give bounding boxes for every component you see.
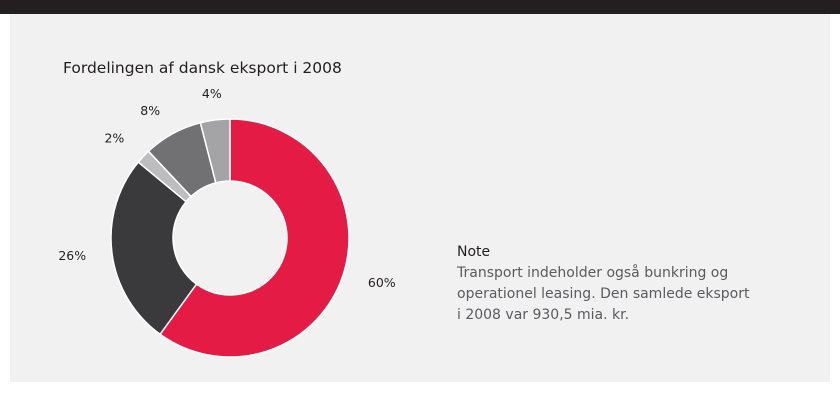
chart-title: Fordelingen af dansk eksport i 2008 <box>63 59 342 77</box>
slice-label: 60% <box>368 275 396 290</box>
slice-label: 8% <box>140 103 160 118</box>
donut-slice-26 <box>110 161 198 336</box>
slice-label: 2% <box>104 131 124 146</box>
slice-label: 4% <box>202 86 222 101</box>
note-line: Transport indeholder også bunkring og <box>457 265 729 281</box>
note-text: Transport indeholder også bunkring og op… <box>457 263 797 326</box>
slice-label: 26% <box>58 248 86 263</box>
note-line: i 2008 var 930,5 mia. kr. <box>457 307 630 323</box>
note-heading: Note <box>457 244 491 260</box>
top-bar <box>0 0 840 14</box>
note-line: operationel leasing. Den samlede eksport <box>457 286 750 302</box>
donut-slice-4 <box>199 118 231 184</box>
donut-slice-60 <box>159 118 350 358</box>
